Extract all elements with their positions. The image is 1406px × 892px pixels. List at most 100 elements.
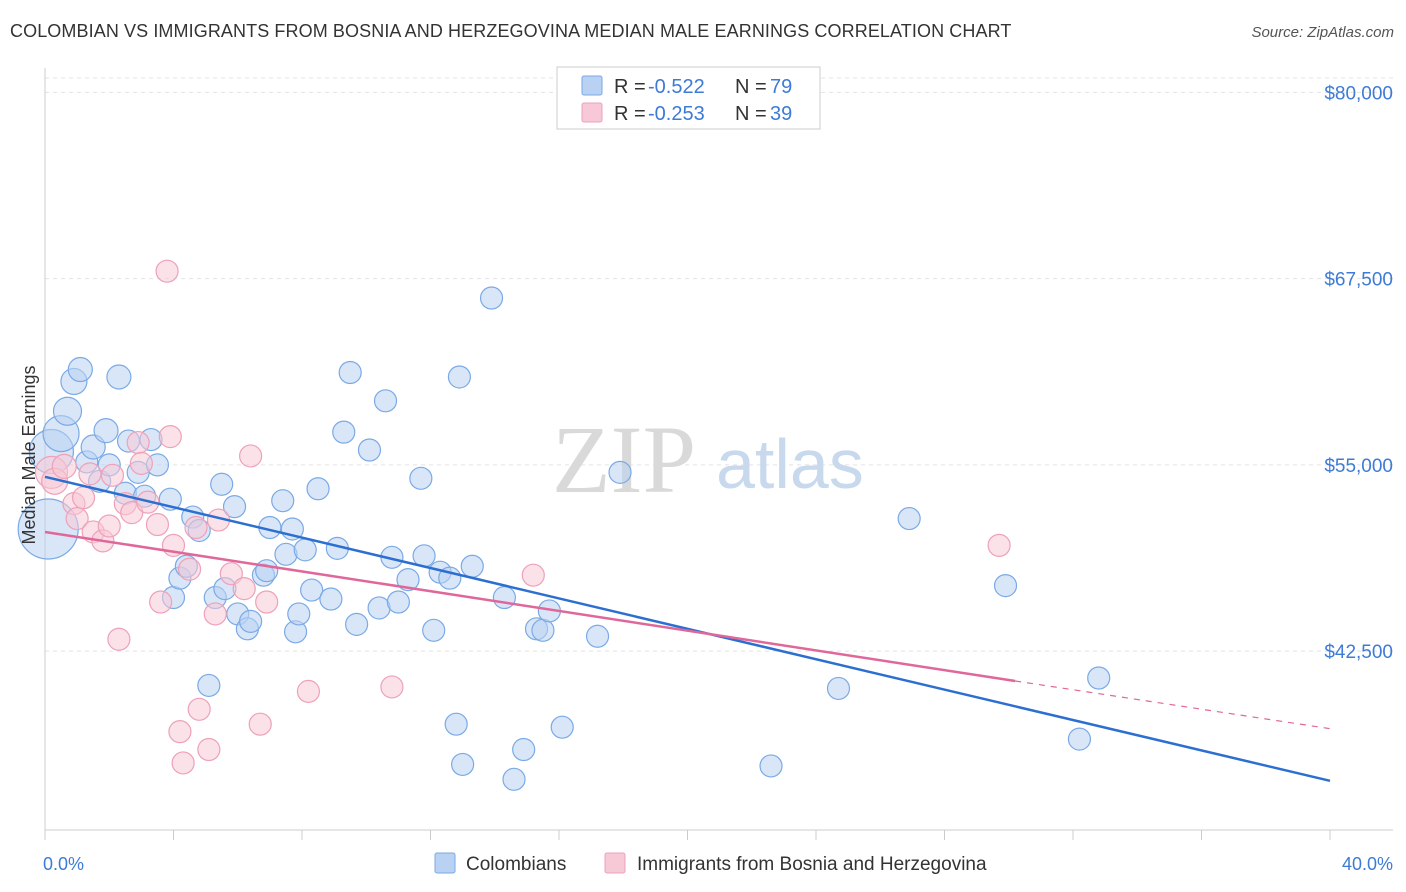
x-tick-label-max: 40.0% <box>1342 854 1393 874</box>
bosnia-point <box>155 259 179 283</box>
colombians-point <box>447 365 472 389</box>
colombians-trend-line <box>44 475 1331 783</box>
colombians-point <box>550 715 574 739</box>
bosnia-point <box>65 506 89 531</box>
colombians-point <box>52 396 83 426</box>
colombians-point <box>319 587 343 611</box>
colombians-point <box>826 676 851 701</box>
bosnia-point <box>168 720 192 744</box>
legend-swatch-bosnia <box>581 102 603 123</box>
colombians-point <box>460 554 484 578</box>
colombians-point <box>444 712 468 736</box>
colombians-point <box>492 585 516 610</box>
colombians-point <box>197 673 221 698</box>
colombians-point <box>585 624 610 648</box>
bosnia-point <box>184 515 208 540</box>
colombians-point <box>300 578 324 602</box>
legend-n-label-2: N = <box>735 103 767 125</box>
colombians-point <box>210 472 234 496</box>
bosnia-point <box>51 453 77 479</box>
colombians-point <box>93 418 119 444</box>
colombians-point <box>386 590 410 614</box>
bosnia-trend-extension <box>1015 680 1331 730</box>
bosnia-point <box>187 697 211 721</box>
stats-legend: R = -0.522 N = 79 R = -0.253 N = 39 <box>556 66 821 130</box>
legend-swatch-colombians <box>581 75 603 96</box>
colombians-point <box>993 574 1018 598</box>
bosnia-point <box>987 533 1011 557</box>
points-layer <box>17 259 1111 791</box>
bosnia-point <box>126 430 150 455</box>
colombians-point <box>239 609 263 633</box>
y-tick-label: $80,000 <box>1324 83 1393 104</box>
colombians-point <box>274 542 298 566</box>
legend-n-value-2: 39 <box>770 103 792 125</box>
grid-layer <box>45 77 1393 652</box>
colombians-point <box>67 356 93 383</box>
bosnia-point <box>219 562 243 586</box>
legend-r-label-2: R = <box>614 103 646 125</box>
bosnia-point <box>521 563 545 587</box>
colombians-point <box>271 489 295 513</box>
bosnia-point <box>248 712 272 736</box>
bosnia-point <box>171 751 195 775</box>
bosnia-point <box>239 444 263 468</box>
legend-r-value-1: -0.522 <box>648 76 705 98</box>
colombians-point <box>759 754 783 778</box>
trend-layer <box>44 475 1331 783</box>
chart-title: COLOMBIAN VS IMMIGRANTS FROM BOSNIA AND … <box>10 21 1012 41</box>
bosnia-trend-line <box>44 530 1016 683</box>
colombians-point <box>422 618 446 642</box>
colombians-point <box>293 538 317 562</box>
series-legend-swatch-bosnia <box>604 852 626 874</box>
bosnia-point <box>100 463 125 487</box>
watermark-atlas: atlas <box>716 425 864 503</box>
colombians-point <box>396 568 420 592</box>
colombians-point <box>357 438 382 462</box>
bosnia-point <box>232 576 256 601</box>
bosnia-point <box>177 557 202 581</box>
colombians-point <box>367 596 391 620</box>
colombians-point <box>479 286 504 310</box>
colombians-point <box>222 495 247 519</box>
series-legend-label-bosnia: Immigrants from Bosnia and Herzegovina <box>637 854 987 875</box>
series-legend-label-colombians: Colombians <box>466 854 566 875</box>
bosnia-point <box>296 679 321 704</box>
colombians-point <box>1087 666 1111 690</box>
bosnia-point <box>129 451 153 476</box>
colombians-point <box>897 506 921 531</box>
watermark-zip: ZIP <box>552 406 696 513</box>
bosnia-point <box>158 424 182 449</box>
legend-n-label-1: N = <box>735 76 767 98</box>
colombians-point <box>451 752 475 777</box>
y-tick-label: $67,500 <box>1324 270 1393 291</box>
colombians-point <box>608 460 632 484</box>
colombians-point <box>338 360 362 385</box>
bosnia-point <box>71 486 96 510</box>
chart-source: Source: ZipAtlas.com <box>1251 24 1394 41</box>
colombians-point <box>502 767 526 791</box>
y-tick-labels: $42,500 $55,000 $67,500 $80,000 <box>1324 83 1393 663</box>
colombians-point <box>1067 727 1092 751</box>
colombians-point <box>106 364 132 390</box>
series-legend: Colombians Immigrants from Bosnia and He… <box>434 852 987 875</box>
colombians-point <box>512 737 536 762</box>
colombians-point <box>332 420 356 444</box>
legend-n-value-1: 79 <box>770 76 792 98</box>
bosnia-point <box>203 602 227 626</box>
bosnia-point <box>197 737 221 762</box>
colombians-point <box>409 466 433 490</box>
bosnia-point <box>380 675 404 699</box>
colombians-point <box>373 389 398 413</box>
colombians-point <box>345 612 369 636</box>
bosnia-point <box>145 512 170 537</box>
y-tick-label: $55,000 <box>1324 456 1393 477</box>
watermark: ZIP atlas <box>552 406 864 513</box>
bosnia-point <box>78 462 102 486</box>
colombians-point <box>531 618 555 642</box>
bosnia-point <box>255 590 279 614</box>
bosnia-point <box>97 514 121 538</box>
y-axis-label: Median Male Earnings <box>19 365 39 544</box>
series-legend-swatch-colombians <box>434 852 456 874</box>
